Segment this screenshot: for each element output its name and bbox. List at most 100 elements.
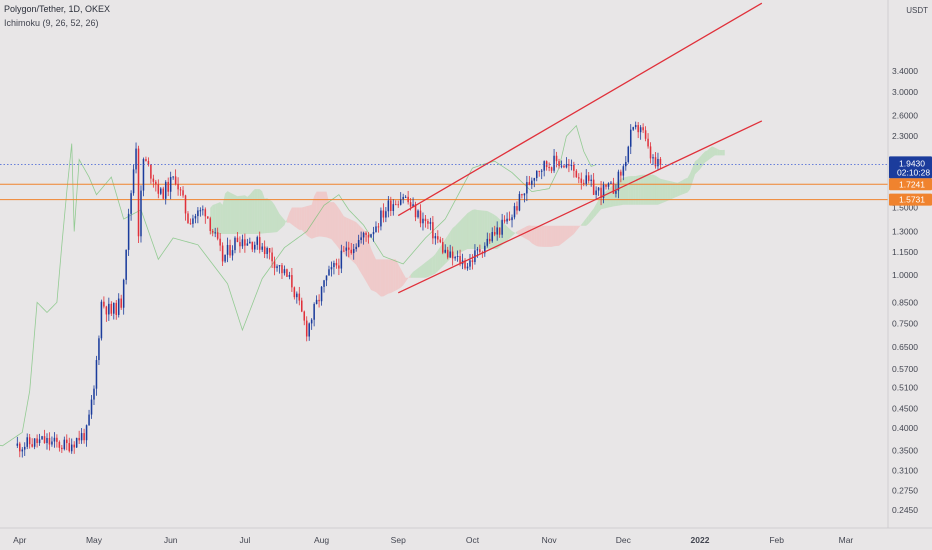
cloud-segment (474, 209, 478, 250)
candle-body (162, 188, 165, 199)
candle-body (348, 247, 350, 250)
cloud-segment (554, 225, 557, 247)
candle-body (75, 437, 78, 448)
candle-body (261, 246, 263, 250)
cloud-segment (655, 175, 658, 205)
candle-body (558, 161, 560, 166)
candle-body (38, 439, 41, 444)
cloud-segment (697, 156, 701, 172)
candle-body (407, 196, 409, 203)
cloud-segment (687, 173, 691, 193)
candle-body (441, 242, 444, 253)
candle-body (152, 178, 155, 182)
cloud-segment (695, 159, 698, 175)
candle-body (563, 165, 565, 168)
cloud-segment (712, 146, 715, 158)
cloud-segment (672, 181, 676, 199)
cloud-segment (551, 225, 555, 247)
candle-body (399, 199, 402, 205)
cloud-segment (314, 191, 317, 238)
cloud-segment (363, 229, 367, 282)
candle-body (610, 182, 612, 184)
cloud-segment (247, 194, 250, 235)
candle-body (31, 444, 33, 447)
cloud-segment (544, 225, 547, 247)
candle-body (508, 218, 511, 221)
candle-body (553, 155, 555, 171)
symbol-title[interactable]: Polygon/Tether, 1D, OKEX (4, 4, 111, 14)
candle-body (469, 260, 471, 267)
cloud-segment (539, 225, 542, 247)
channel-lower-line[interactable] (397, 120, 763, 294)
candle-body (417, 210, 419, 218)
candle-body (263, 246, 266, 255)
candle-body (535, 170, 538, 179)
candle-body (498, 227, 501, 235)
candle-body (58, 441, 61, 448)
cloud-segment (413, 270, 416, 278)
indicator-label[interactable]: Ichimoku (9, 26, 52, 26) (4, 18, 99, 28)
cloud-segment (328, 202, 332, 240)
candle-body (350, 249, 353, 254)
candle-body (409, 202, 412, 207)
time-tick-label: May (86, 535, 103, 545)
candle-body (26, 437, 28, 447)
price-tick-label: 2.6000 (892, 111, 918, 121)
candle-body (241, 239, 244, 247)
price-axis-panel[interactable] (888, 0, 932, 528)
candle-body (318, 299, 320, 302)
price-tick-label: 2.3000 (892, 131, 918, 141)
cloud-segment (405, 277, 409, 282)
cloud-segment (383, 259, 386, 297)
cloud-segment (319, 191, 322, 237)
candle-body (209, 218, 212, 231)
candle-body (150, 164, 152, 179)
cloud-segment (452, 225, 456, 257)
cloud-segment (563, 225, 567, 242)
cloud-segment (531, 225, 535, 245)
trend-channel[interactable] (397, 2, 763, 294)
candle-body (629, 129, 632, 147)
candle-body (380, 210, 382, 227)
cloud-segment (675, 182, 678, 198)
candle-body (649, 146, 652, 159)
candle-body (108, 303, 110, 315)
candle-body (246, 243, 249, 246)
candle-body (283, 269, 286, 274)
cloud-segment (477, 209, 480, 250)
candle-body (625, 161, 627, 167)
cloud-segment (279, 213, 282, 230)
candle-body (219, 238, 221, 246)
candle-body (362, 232, 365, 238)
horizontal-levels[interactable] (0, 183, 888, 201)
candle-body (303, 311, 306, 321)
candle-body (451, 251, 454, 259)
candle-body (538, 170, 540, 172)
candle-body (16, 443, 19, 446)
time-tick-label: Sep (391, 535, 406, 545)
candle-body (130, 193, 132, 214)
cloud-segment (267, 198, 270, 234)
channel-upper-line[interactable] (397, 2, 763, 217)
cloud-segment (462, 215, 466, 252)
cloud-segment (289, 207, 292, 225)
cloud-segment (709, 146, 713, 159)
cloud-segment (217, 202, 221, 235)
candle-body (377, 226, 380, 228)
candles (16, 121, 662, 458)
cloud-segment (578, 224, 582, 228)
candle-body (197, 210, 199, 217)
cloud-segment (549, 225, 552, 247)
candle-body (229, 244, 231, 256)
price-tick-label: 3.0000 (892, 87, 918, 97)
cloud-segment (311, 196, 315, 239)
candle-body (394, 204, 397, 206)
candle-body (528, 182, 531, 185)
candle-body (36, 438, 38, 444)
cloud-segment (700, 154, 703, 170)
candle-body (565, 164, 568, 168)
cloud-segment (670, 181, 673, 200)
candle-body (244, 239, 246, 246)
